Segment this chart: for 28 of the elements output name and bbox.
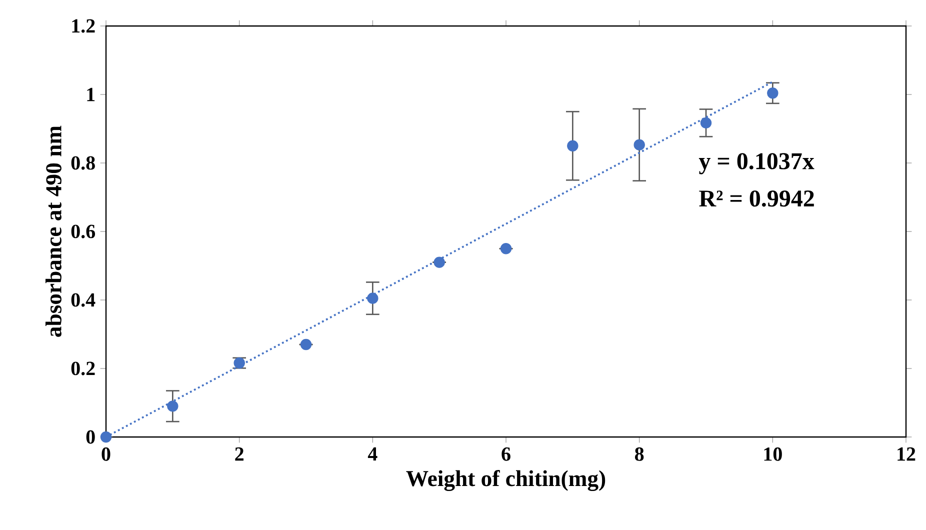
x-tick-label: 6 [502,447,510,461]
point [100,431,112,443]
point [700,117,712,129]
y-tick-label: 0 [86,430,95,444]
x-axis-title: Weight of chitin(mg) [406,470,606,491]
point [367,292,378,304]
y-tick-label: 0.4 [71,293,96,307]
x-tick-label: 4 [368,447,378,461]
y-tick-label: 0.2 [71,362,95,376]
point [167,400,178,412]
annotation: R² = 0.9942 [699,190,814,207]
y-axis-title: absorbance at 490 nm [46,126,62,337]
point [500,243,512,254]
point [434,256,445,268]
y-tick-label: 0.8 [71,156,95,170]
x-tick-label: 8 [635,447,644,461]
x-tick-label: 0 [102,447,110,461]
point [300,338,312,350]
annotation: y = 0.1037x [698,153,814,174]
x-tick-label: 12 [898,447,916,461]
y-tick-label: 1.2 [72,19,95,33]
point [767,88,778,99]
point [567,140,578,152]
point [634,139,645,150]
y-tick-label: 0.6 [71,224,96,238]
x-tick-label: 10 [764,447,782,461]
x-tick-label: 2 [235,447,244,461]
y-tick-label: 1 [87,88,95,102]
